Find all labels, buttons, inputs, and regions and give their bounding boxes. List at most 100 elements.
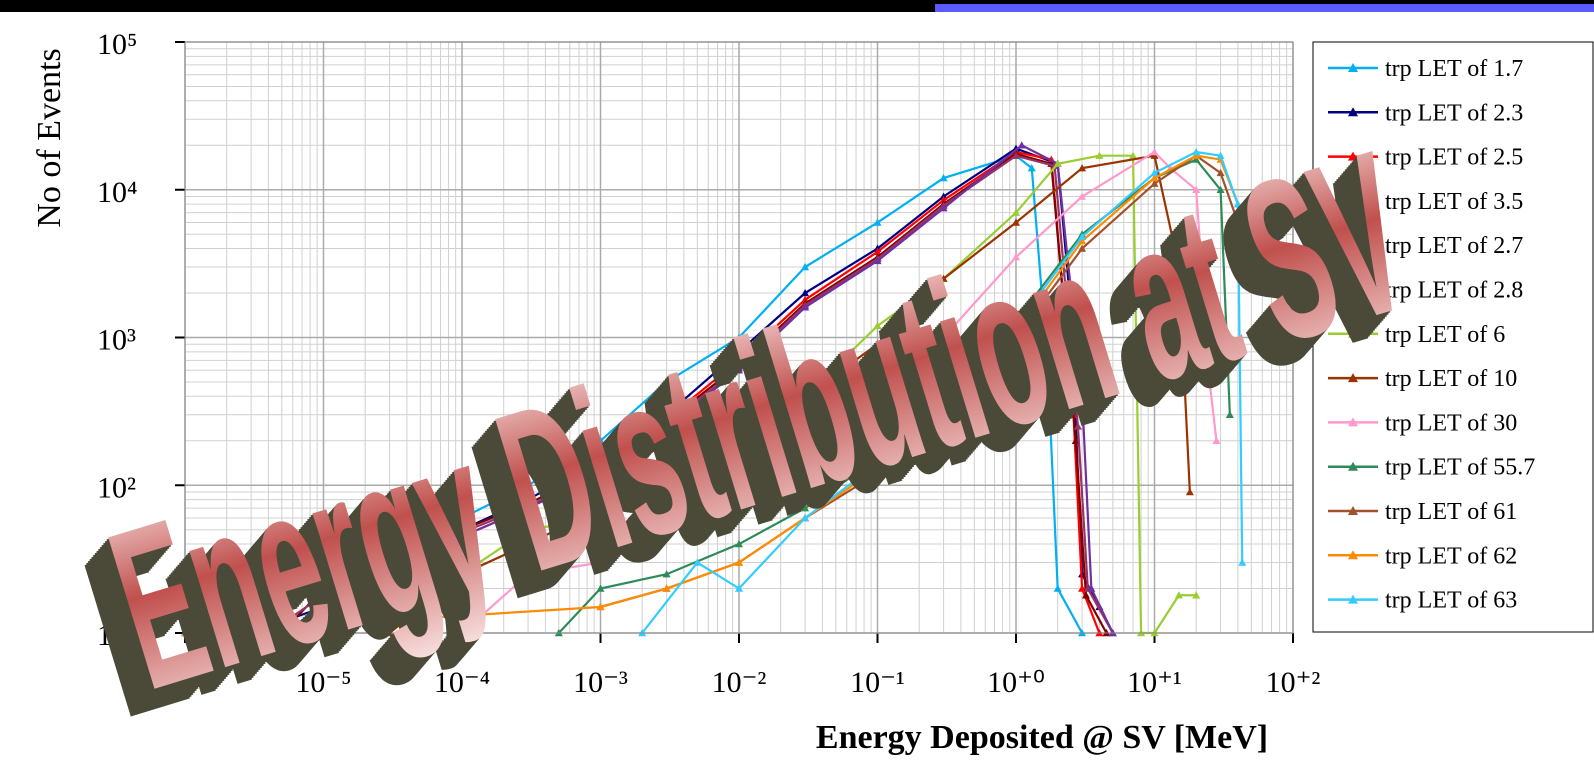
point: [801, 455, 810, 463]
point: [1012, 208, 1020, 216]
point: [385, 584, 394, 592]
legend-label: trp LET of 2.3: [1385, 100, 1523, 126]
point: [1043, 366, 1052, 374]
point: [524, 504, 533, 512]
legend-label: trp LET of 30: [1385, 410, 1517, 436]
point: [524, 525, 533, 533]
legend-marker: [1348, 550, 1358, 560]
point: [939, 333, 948, 341]
point: [596, 459, 605, 467]
series-line: [185, 154, 1084, 635]
point: [319, 584, 328, 592]
point: [1053, 159, 1062, 167]
point: [939, 392, 948, 400]
point: [1238, 558, 1247, 566]
point: [873, 392, 882, 400]
y-tick-label: 10: [97, 619, 127, 652]
x-tick-label: 10⁺²: [1266, 666, 1321, 699]
point: [801, 263, 810, 271]
legend-marker: [1348, 107, 1358, 117]
point: [1095, 151, 1104, 159]
point: [1129, 151, 1138, 159]
point: [1012, 218, 1020, 226]
point: [596, 469, 605, 477]
point: [1174, 263, 1183, 271]
x-tick-label: 10⁻³: [573, 666, 628, 699]
series-line: [388, 154, 1191, 634]
legend-marker: [1348, 151, 1358, 161]
point: [1012, 327, 1020, 335]
point: [361, 558, 370, 566]
point: [524, 495, 533, 503]
point: [1212, 436, 1221, 444]
point: [735, 558, 743, 566]
point: [939, 204, 948, 212]
point: [1150, 168, 1159, 177]
point: [693, 558, 702, 566]
point: [873, 218, 882, 226]
point: [873, 256, 882, 265]
legend-marker: [1348, 594, 1358, 604]
legend-marker: [1348, 240, 1358, 250]
legend-label: trp LET of 3.5: [1385, 189, 1523, 215]
point: [1012, 253, 1020, 261]
point: [1053, 584, 1062, 592]
legend-label: trp LET of 6: [1385, 322, 1505, 348]
point: [1012, 321, 1020, 330]
y-tick-label: 10⁴: [97, 176, 137, 209]
legend-label: trp LET of 1.7: [1385, 56, 1523, 82]
point: [596, 455, 605, 463]
point: [458, 570, 466, 578]
point: [662, 475, 671, 483]
point: [801, 504, 810, 512]
point: [1216, 151, 1225, 159]
point: [458, 528, 466, 536]
y-axis-title: No of Events: [31, 48, 68, 227]
legend-label: trp LET of 55.7: [1385, 455, 1535, 481]
point: [873, 469, 882, 477]
point: [458, 514, 466, 522]
legend-label: trp LET of 63: [1385, 588, 1517, 614]
point: [873, 464, 882, 472]
legend-marker: [1348, 373, 1358, 383]
point: [596, 436, 605, 444]
legend-marker: [1348, 506, 1358, 515]
point: [662, 584, 671, 592]
y-tick-label: 10³: [97, 324, 136, 357]
point: [1192, 155, 1201, 163]
point: [662, 469, 671, 477]
point: [524, 540, 533, 548]
legend-marker: [1348, 328, 1358, 338]
legend-marker: [1348, 63, 1358, 72]
x-tick-label: 10⁺⁰: [987, 666, 1045, 699]
point: [1185, 488, 1194, 496]
point: [596, 558, 605, 566]
legend-marker: [1348, 417, 1358, 427]
legend-marker: [1348, 195, 1358, 205]
point: [1081, 591, 1090, 599]
point: [1150, 151, 1159, 159]
top-accent: [935, 4, 1594, 12]
plot: [181, 141, 1247, 637]
point: [1225, 410, 1234, 418]
point: [1233, 200, 1242, 208]
x-tick-label: 10⁻⁶: [157, 666, 213, 699]
series-line: [281, 152, 1108, 634]
point: [1192, 148, 1201, 156]
point: [1150, 179, 1159, 187]
point: [524, 570, 533, 578]
point: [735, 436, 743, 444]
point: [319, 602, 328, 611]
point: [343, 558, 352, 566]
point: [1012, 333, 1020, 341]
point: [458, 532, 466, 540]
point: [939, 400, 948, 409]
point: [735, 495, 743, 503]
point: [1078, 392, 1087, 400]
point: [596, 504, 605, 512]
point: [1078, 584, 1087, 592]
point: [801, 289, 810, 297]
point: [662, 422, 671, 430]
point: [1150, 148, 1159, 156]
